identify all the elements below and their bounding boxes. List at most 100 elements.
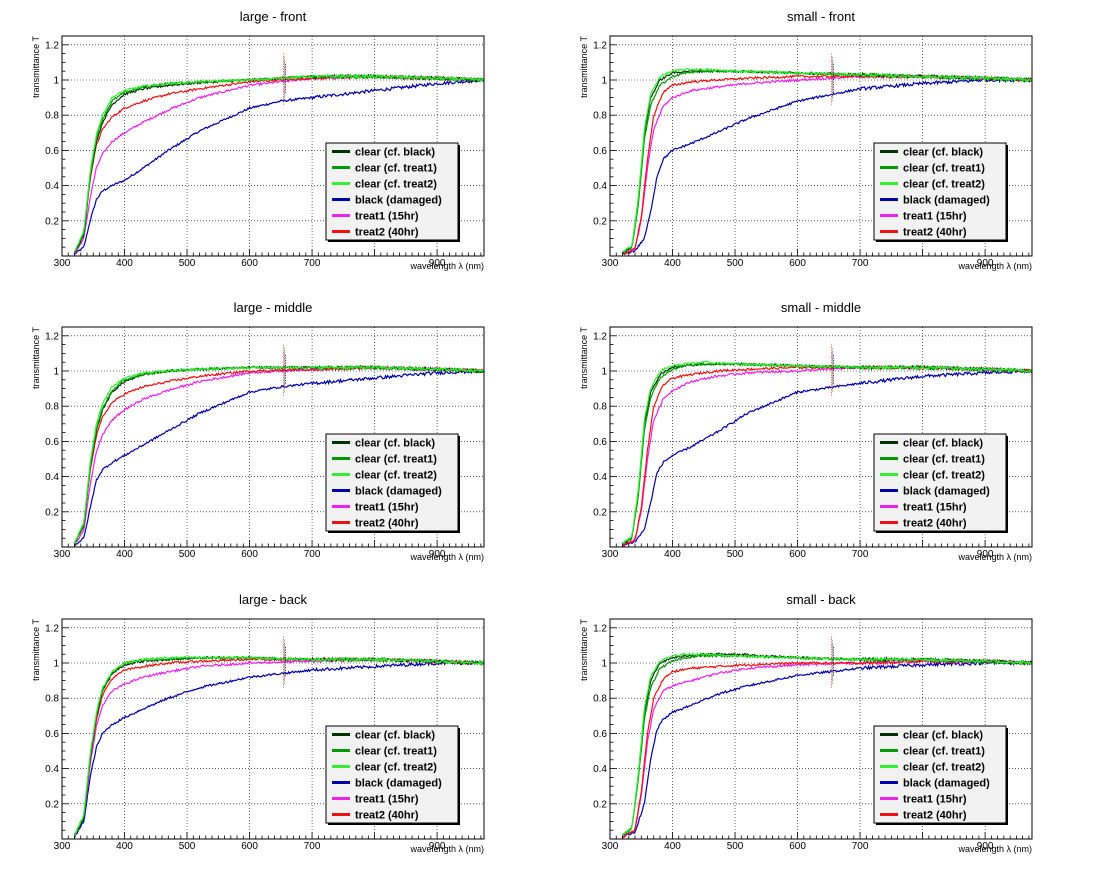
- y-tick-label: 0.4: [593, 472, 607, 483]
- legend-entry: clear (cf. treat2): [903, 179, 985, 191]
- y-tick-label: 0.4: [45, 472, 59, 483]
- plot-frame: [61, 35, 485, 257]
- series-line-2: [622, 652, 1032, 836]
- legend: clear (cf. black) clear (cf. treat1) clear…: [325, 142, 460, 242]
- legend-box: [325, 725, 459, 824]
- legend-entry: clear (cf. black): [903, 147, 983, 159]
- x-tick-label: 400: [116, 549, 133, 560]
- legend: clear (cf. black) clear (cf. treat1) clear…: [873, 725, 1008, 825]
- x-tick-label: 500: [727, 549, 744, 560]
- legend-box: [873, 725, 1007, 824]
- plot-frame: [609, 618, 1033, 840]
- x-tick-label: 700: [304, 549, 321, 560]
- chart-panel-2: large - middle 300 400 500 600 700 900 0.2 0.4 0.…: [0, 291, 548, 582]
- series-group: [621, 344, 1032, 547]
- y-tick-label: 0.2: [45, 799, 59, 810]
- legend-entry: clear (cf. treat1): [355, 454, 437, 466]
- chart-title: small - back: [786, 592, 856, 607]
- x-tick-label: 600: [241, 549, 258, 560]
- legend-entry: treat1 (15hr): [355, 211, 419, 223]
- legend-entry: treat2 (40hr): [903, 810, 967, 822]
- y-axis-label: transmittance T: [31, 618, 41, 680]
- chart-panel-5: small - back 300 400 500 600 700 900 0.2 0.4 0.6 0…: [548, 583, 1096, 874]
- y-axis-label: transmittance T: [579, 326, 589, 388]
- plot-frame: [609, 35, 1033, 257]
- legend-entry: treat2 (40hr): [903, 518, 967, 530]
- legend-entry: treat1 (15hr): [903, 502, 967, 514]
- x-tick-label: 600: [789, 258, 806, 269]
- x-tick-label: 900: [429, 841, 446, 852]
- series-group: [73, 53, 484, 255]
- y-axis-label: transmittance T: [579, 618, 589, 680]
- y-axis-label: transmittance T: [579, 35, 589, 97]
- legend-entry: clear (cf. treat1): [903, 454, 985, 466]
- x-tick-label: 400: [116, 258, 133, 269]
- legend-box: [873, 433, 1007, 532]
- x-tick-label: 300: [602, 549, 619, 560]
- y-tick-label: 1: [53, 367, 59, 378]
- y-tick-label: 0.8: [593, 111, 607, 122]
- x-tick-label: 900: [977, 258, 994, 269]
- legend-entry: black (damaged): [355, 778, 442, 790]
- legend: clear (cf. black) clear (cf. treat1) clear…: [873, 142, 1008, 242]
- chart-svg: large - back 300 400 500 600 700 900 0.2 0.4 0.6 0…: [31, 592, 485, 854]
- y-tick-label: 0.6: [45, 729, 59, 740]
- legend-entry: clear (cf. treat1): [355, 746, 437, 758]
- legend-entry: black (damaged): [355, 486, 442, 498]
- y-tick-label: 1.2: [593, 623, 607, 634]
- y-tick-label: 1: [53, 76, 59, 87]
- y-tick-label: 0.2: [593, 799, 607, 810]
- x-tick-label: 700: [852, 258, 869, 269]
- legend-entry: treat2 (40hr): [355, 518, 419, 530]
- y-tick-label: 0.6: [45, 146, 59, 157]
- x-tick-label: 300: [602, 258, 619, 269]
- x-tick-label: 300: [602, 841, 619, 852]
- legend-entry: clear (cf. treat2): [355, 762, 437, 774]
- legend: clear (cf. black) clear (cf. treat1) clear…: [325, 725, 460, 825]
- chart-panel-4: large - back 300 400 500 600 700 900 0.2 0.4 0.6 0…: [0, 583, 548, 874]
- legend: clear (cf. black) clear (cf. treat1) clear…: [325, 433, 460, 533]
- series-line-3: [622, 76, 1032, 255]
- legend-entry: black (damaged): [903, 195, 990, 207]
- chart-title: small - middle: [781, 300, 861, 315]
- x-tick-label: 300: [54, 841, 71, 852]
- y-tick-label: 0.2: [45, 507, 59, 518]
- legend-entry: clear (cf. treat1): [903, 746, 985, 758]
- legend-entry: clear (cf. black): [355, 147, 435, 159]
- y-tick-label: 0.4: [45, 764, 59, 775]
- legend-entry: treat1 (15hr): [355, 794, 419, 806]
- chart-svg: small - middle 300 400 500 600 700 900 0.2 0.4 0.…: [579, 300, 1033, 562]
- y-tick-label: 1.2: [45, 623, 59, 634]
- series-line-2: [73, 655, 484, 837]
- y-tick-label: 0.2: [45, 216, 59, 227]
- chart-title: small - front: [787, 9, 855, 24]
- y-tick-label: 0.8: [45, 694, 59, 705]
- legend-entry: clear (cf. black): [355, 730, 435, 742]
- x-tick-label: 600: [241, 258, 258, 269]
- x-axis-label: wavelength λ (nm): [957, 261, 1032, 271]
- y-tick-label: 0.6: [593, 146, 607, 157]
- y-axis-label: transmittance T: [31, 35, 41, 97]
- chart-panel-1: small - front 300 400 500 600 700 900 0.2 0.4 0.6…: [548, 0, 1096, 291]
- y-tick-label: 0.8: [45, 402, 59, 413]
- x-tick-label: 500: [727, 258, 744, 269]
- series-line-3: [622, 660, 1032, 838]
- x-tick-label: 400: [664, 841, 681, 852]
- legend-entry: clear (cf. black): [355, 438, 435, 450]
- x-tick-label: 700: [852, 841, 869, 852]
- legend-entry: treat2 (40hr): [355, 227, 419, 239]
- chart-svg: small - front 300 400 500 600 700 900 0.2 0.4 0.6…: [579, 9, 1033, 271]
- y-tick-label: 0.8: [45, 111, 59, 122]
- series-line-3: [74, 368, 484, 547]
- x-tick-label: 500: [179, 841, 196, 852]
- series-line-2: [622, 67, 1032, 253]
- legend-entry: treat2 (40hr): [903, 227, 967, 239]
- x-tick-label: 400: [116, 841, 133, 852]
- series-line-3: [73, 660, 484, 839]
- legend-entry: clear (cf. black): [903, 730, 983, 742]
- x-tick-label: 400: [664, 258, 681, 269]
- y-tick-label: 0.6: [593, 729, 607, 740]
- y-tick-label: 1.2: [45, 331, 59, 342]
- legend-entry: clear (cf. treat2): [903, 762, 985, 774]
- x-tick-label: 600: [241, 841, 258, 852]
